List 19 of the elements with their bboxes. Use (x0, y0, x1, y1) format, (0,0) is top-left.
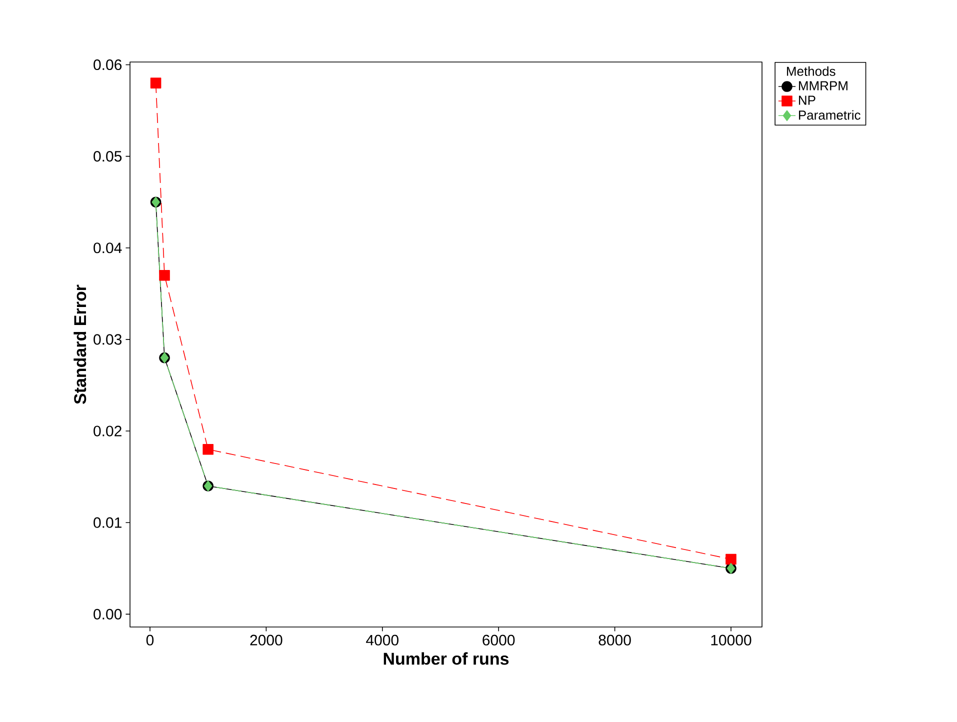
x-axis-title: Number of runs (384, 652, 509, 665)
x-tick-label: 8000 (598, 634, 631, 646)
y-tick-label: 0.03 (94, 334, 122, 345)
x-tick-label: 2000 (250, 634, 282, 646)
y-axis-title: Standard Error (74, 284, 86, 404)
legend-label: MMRPM (798, 81, 848, 90)
y-tick-label: 0.01 (94, 517, 122, 528)
legend-label: Parametric (798, 110, 860, 120)
x-tick-label: 4000 (366, 634, 398, 646)
y-tick-label: 0.00 (94, 608, 122, 620)
y-tick-label: 0.02 (94, 426, 122, 436)
x-tick-label: 0 (146, 634, 154, 646)
legend-title: Methods (786, 66, 836, 76)
x-tick-label: 6000 (482, 634, 515, 646)
y-tick-label: 0.04 (94, 242, 122, 254)
legend-label: NP (798, 96, 816, 105)
y-tick-label: 0.06 (94, 59, 122, 70)
x-tick-label: 10000 (711, 634, 752, 646)
y-tick-label: 0.05 (94, 150, 122, 162)
